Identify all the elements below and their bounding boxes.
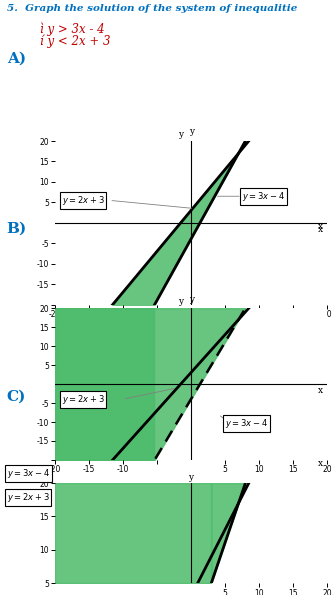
Text: y: y [178, 298, 183, 306]
Text: x: x [318, 222, 323, 231]
Text: y: y [189, 295, 194, 303]
Text: $y = 3x-4$: $y = 3x-4$ [242, 190, 285, 203]
Text: y: y [188, 473, 194, 482]
Text: $y = 2x+3$: $y = 2x+3$ [61, 393, 104, 406]
Text: $y = 2x+3$: $y = 2x+3$ [61, 194, 104, 207]
Text: y: y [189, 127, 194, 136]
Text: C): C) [7, 390, 26, 404]
Text: $y = 3x-4$: $y = 3x-4$ [7, 467, 49, 480]
Text: x: x [318, 225, 323, 234]
Text: ì y > 3x - 4: ì y > 3x - 4 [40, 22, 105, 36]
Text: A): A) [7, 52, 26, 66]
Text: B): B) [7, 221, 27, 236]
Text: y: y [178, 130, 183, 139]
Text: x: x [318, 459, 323, 468]
Text: $y = 2x+3$: $y = 2x+3$ [7, 491, 49, 504]
Text: 5.  Graph the solution of the system of inequalitie: 5. Graph the solution of the system of i… [7, 4, 297, 13]
Text: x: x [318, 386, 323, 395]
Text: $y = 3x-4$: $y = 3x-4$ [225, 418, 268, 430]
Text: í y < 2x + 3: í y < 2x + 3 [40, 35, 110, 48]
